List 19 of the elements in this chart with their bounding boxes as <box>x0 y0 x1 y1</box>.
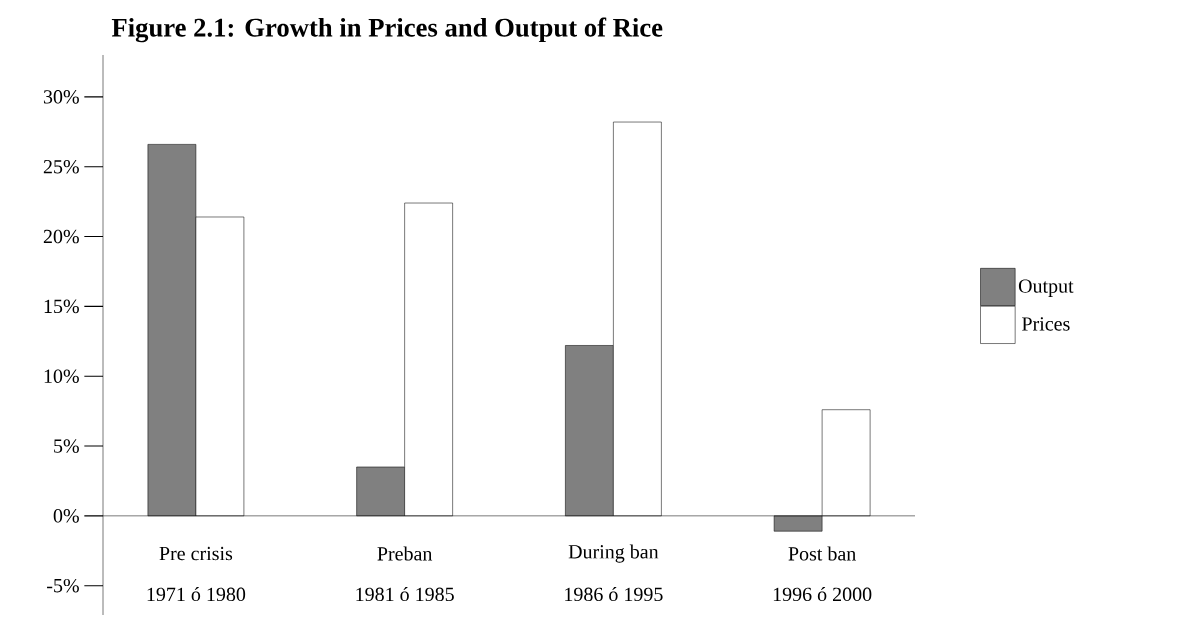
y-tick-label: -5% <box>47 578 79 593</box>
legend-label: Output <box>1018 279 1074 297</box>
annotation: 1981 ó 1985 <box>356 587 454 602</box>
legend-label: Prices <box>1022 317 1070 331</box>
chart-title: Figure 2.1: Growth in Prices and Output of Rice <box>111 17 663 43</box>
x-tick-label: Post ban <box>788 546 856 561</box>
x-tick-label: Pre crisis <box>159 546 233 561</box>
y-tick-label: 20% <box>43 229 79 244</box>
annotation: 1986 ó 1995 <box>565 587 663 602</box>
annotation: 1996 ó 2000 <box>773 587 872 602</box>
y-tick-label: 30% <box>43 90 79 104</box>
y-tick-label: 5% <box>54 439 79 453</box>
y-tick-label: 0% <box>53 509 79 523</box>
y-tick-label: 15% <box>44 299 79 314</box>
y-tick-label: 25% <box>43 159 79 174</box>
x-tick-label: During ban <box>568 544 659 563</box>
annotation: 1971 ó 1980 <box>147 587 246 602</box>
x-tick-label: Preban <box>377 546 433 561</box>
y-tick-label: 10% <box>44 369 79 383</box>
